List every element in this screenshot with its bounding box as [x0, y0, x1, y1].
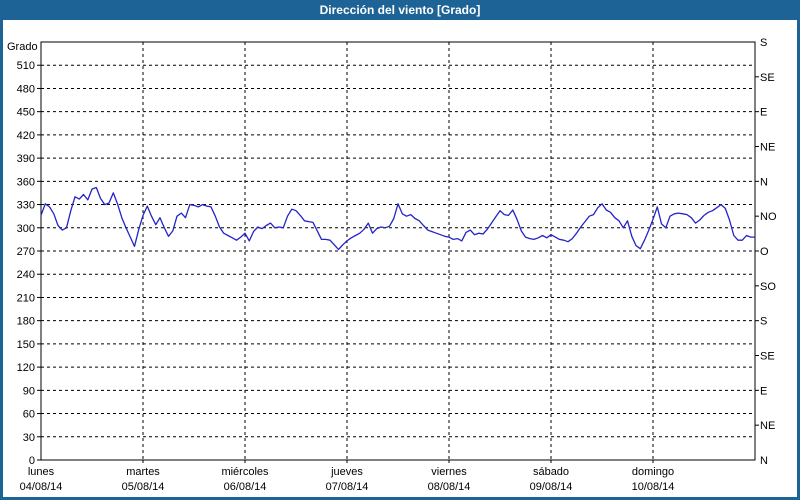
title-bar: Dirección del viento [Grado] [0, 0, 800, 20]
x-axis-day-label: jueves [330, 466, 363, 478]
x-axis-day-label: sábado [533, 466, 569, 478]
x-axis-date-label: 08/08/14 [428, 481, 471, 493]
chart-background [3, 20, 797, 497]
x-axis-day-label: miércoles [221, 466, 269, 478]
compass-tick-label: S [760, 316, 767, 328]
x-axis-date-label: 09/08/14 [530, 481, 573, 493]
compass-tick-label: NE [760, 420, 775, 432]
y-axis-tick-label: 120 [17, 362, 35, 374]
y-axis-tick-label: 480 [17, 83, 35, 95]
compass-tick-label: NO [760, 211, 777, 223]
compass-tick-label: E [760, 107, 767, 119]
x-axis-day-label: martes [126, 466, 160, 478]
compass-tick-label: N [760, 455, 768, 467]
compass-tick-label: E [760, 385, 767, 397]
x-axis-day-label: lunes [28, 466, 55, 478]
y-axis-tick-label: 270 [17, 246, 35, 258]
y-axis-tick-label: 240 [17, 269, 35, 281]
y-axis-tick-label: 420 [17, 130, 35, 142]
y-axis-tick-label: 390 [17, 153, 35, 165]
x-axis-day-label: domingo [632, 466, 674, 478]
y-axis-tick-label: 90 [23, 385, 35, 397]
x-axis-date-label: 07/08/14 [326, 481, 369, 493]
chart-title: Dirección del viento [Grado] [319, 3, 481, 17]
y-axis-title: Grado [7, 41, 38, 53]
y-axis-tick-label: 180 [17, 316, 35, 328]
y-axis-tick-label: 510 [17, 60, 35, 72]
y-axis-tick-label: 300 [17, 223, 35, 235]
compass-tick-label: SE [760, 351, 775, 363]
y-axis-tick-label: 210 [17, 292, 35, 304]
x-axis-date-label: 05/08/14 [122, 481, 165, 493]
y-axis-tick-label: 30 [23, 432, 35, 444]
compass-tick-label: NE [760, 142, 775, 154]
x-axis-date-label: 10/08/14 [632, 481, 675, 493]
x-axis-day-label: viernes [431, 466, 467, 478]
compass-tick-label: N [760, 176, 768, 188]
wind-direction-line [40, 186, 755, 251]
y-axis-tick-label: 150 [17, 339, 35, 351]
y-axis-tick-label: 330 [17, 200, 35, 212]
compass-tick-label: SO [760, 281, 776, 293]
compass-tick-label: S [760, 37, 767, 49]
y-axis-tick-label: 0 [29, 455, 35, 467]
y-axis-tick-label: 60 [23, 409, 35, 421]
y-axis-tick-label: 450 [17, 107, 35, 119]
compass-tick-label: SE [760, 72, 775, 84]
y-axis-tick-label: 360 [17, 176, 35, 188]
x-axis-date-label: 04/08/14 [20, 481, 63, 493]
x-axis-date-label: 06/08/14 [224, 481, 267, 493]
compass-tick-label: O [760, 246, 769, 258]
